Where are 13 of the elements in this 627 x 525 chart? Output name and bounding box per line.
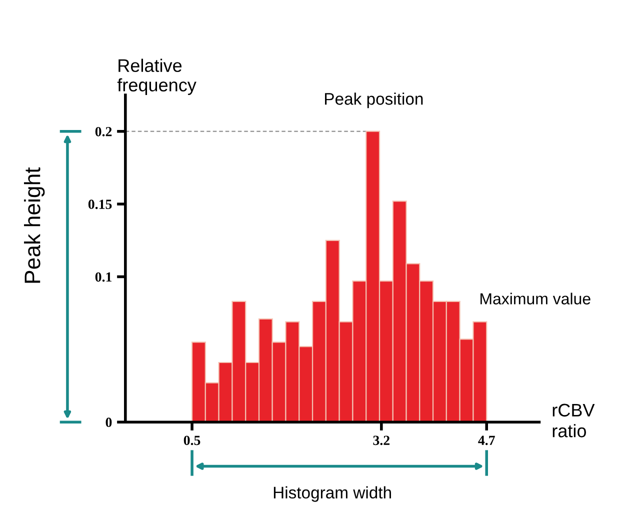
y-axis-title: Relative frequency [117,58,196,96]
text: Histogram width [274,486,391,502]
y-tick-label: 0.1 [95,272,112,282]
annotation: Maximum value [480,292,590,304]
x-tick-label: 4.7 [478,436,495,446]
y-tick-label: 0.15 [88,200,112,210]
x-tick-label: 3.2 [373,436,390,446]
x-tick-label: 0.5 [184,436,200,446]
annotation: Peak position [325,92,423,108]
x-axis-title: rCBV ratio [552,404,595,438]
y-tick-label: 0 [106,418,112,428]
text: Peak height [24,167,45,283]
y-tick-label: 0.2 [95,126,112,136]
